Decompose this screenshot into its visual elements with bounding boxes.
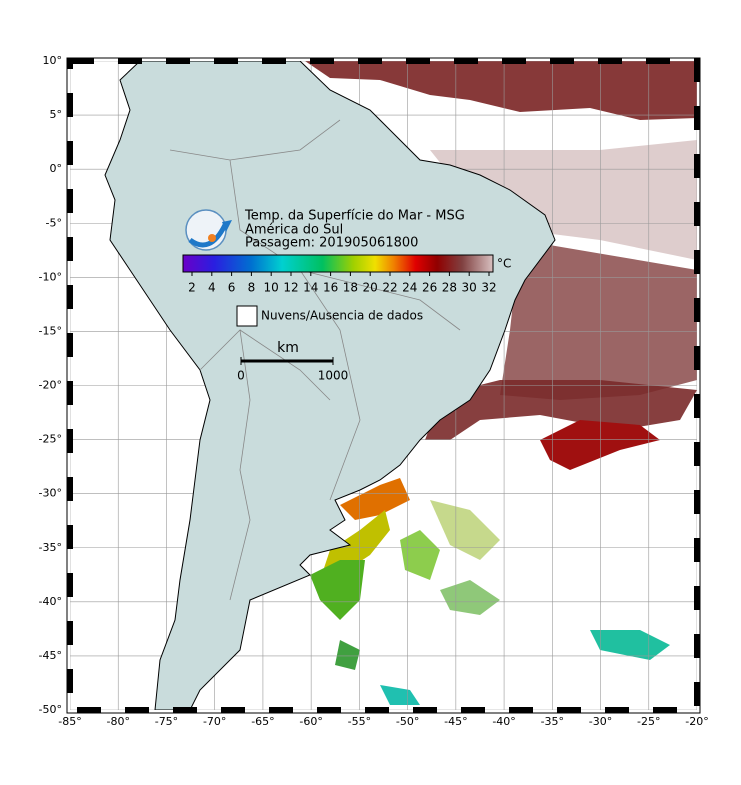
lat-tick-label: -50° <box>39 703 62 716</box>
colorbar-tick-label: 28 <box>442 281 457 295</box>
colorbar-ticks: 2 4 6 8 10 12 14 16 18 20 22 24 26 28 30 32 <box>188 272 497 295</box>
region: América do Sul <box>245 223 343 238</box>
axes: -85° -80° -75° -70° -65° -60° -55° -50° -45° -40°… <box>39 54 709 728</box>
colorbar-tick-label: 20 <box>363 281 378 295</box>
lon-tick-label: -20° <box>685 715 708 728</box>
colorbar-tick-label: 14 <box>303 281 318 295</box>
lat-tick-label: -15° <box>39 324 62 337</box>
colorbar-tick-label: 16 <box>323 281 338 295</box>
lon-tick-label: -65° <box>251 715 274 728</box>
colorbar-tick-label: 10 <box>264 281 279 295</box>
colorbar-tick-label: 6 <box>228 281 236 295</box>
colorbar <box>182 254 494 273</box>
lat-tick-label: -20° <box>39 379 62 392</box>
lon-tick-label: -55° <box>348 715 371 728</box>
logo <box>185 209 232 251</box>
colorbar-tick-label: 2 <box>188 281 196 295</box>
no-data-swatch <box>236 305 258 327</box>
colorbar-unit: °C <box>497 257 511 271</box>
lat-tick-label: -30° <box>39 487 62 500</box>
lon-tick-label: -30° <box>589 715 612 728</box>
lon-tick-label: -25° <box>637 715 660 728</box>
lat-tick-label: -45° <box>39 649 62 662</box>
lat-tick-label: -5° <box>46 216 62 229</box>
lon-tick-label: -40° <box>492 715 515 728</box>
no-data-label: Nuvens/Ausencia de dados <box>261 309 423 323</box>
colorbar-tick-label: 4 <box>208 281 216 295</box>
colorbar-tick-label: 32 <box>481 281 496 295</box>
lon-tick-label: -50° <box>396 715 419 728</box>
scale-tick-label: 0 <box>237 369 245 383</box>
colorbar-tick-label: 12 <box>283 281 298 295</box>
colorbar-tick-label: 8 <box>248 281 256 295</box>
colorbar-tick-label: 24 <box>402 281 417 295</box>
scale-tick-label: 1000 <box>318 369 349 383</box>
lon-tick-label: -70° <box>203 715 226 728</box>
lat-tick-label: -35° <box>39 541 62 554</box>
pass-time: Passagem: 201905061800 <box>245 236 418 251</box>
colorbar-tick-label: 22 <box>382 281 397 295</box>
scale-unit: km <box>277 340 299 356</box>
colorbar-tick-label: 26 <box>422 281 437 295</box>
lat-tick-label: 5° <box>50 108 63 121</box>
colorbar-tick-label: 30 <box>462 281 477 295</box>
lon-tick-label: -45° <box>444 715 467 728</box>
lat-tick-label: 0° <box>50 162 63 175</box>
lon-tick-label: -35° <box>541 715 564 728</box>
lon-tick-label: -75° <box>155 715 178 728</box>
lon-tick-label: -60° <box>299 715 322 728</box>
map-frame <box>67 58 700 713</box>
lat-tick-label: -25° <box>39 433 62 446</box>
scale-ticks: 0 1000 <box>237 357 348 383</box>
lat-tick-label: -10° <box>39 270 62 283</box>
title: Temp. da Superfície do Mar - MSG <box>244 209 465 224</box>
borders <box>169 119 461 601</box>
map-frame-outline <box>66 57 701 714</box>
map-area <box>70 61 697 710</box>
lat-tick-label: -40° <box>39 595 62 608</box>
lon-tick-label: -80° <box>106 715 129 728</box>
sst-patches <box>305 61 697 705</box>
lat-tick-label: 10° <box>43 54 63 67</box>
lon-tick-label: -85° <box>58 715 81 728</box>
colorbar-tick-label: 18 <box>343 281 358 295</box>
